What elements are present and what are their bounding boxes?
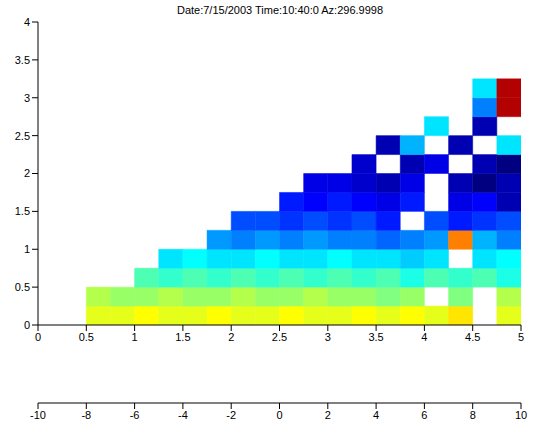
svg-text:1.5: 1.5 <box>175 331 190 343</box>
svg-text:10: 10 <box>515 409 527 421</box>
html-text:Date:7/15/2003 Time:10:40:0 Az: Date:7/15/2003 Time:10:40:0 Az:296.9998 <box>176 4 383 16</box>
svg-text:-4: -4 <box>178 409 188 421</box>
svg-text:2: 2 <box>24 167 30 179</box>
svg-text:-8: -8 <box>81 409 91 421</box>
svg-text:-2: -2 <box>226 409 236 421</box>
svg-text:4: 4 <box>24 16 30 28</box>
svg-text:0: 0 <box>24 319 30 331</box>
svg-text:8: 8 <box>470 409 476 421</box>
svg-text:0.5: 0.5 <box>15 281 30 293</box>
svg-text:4: 4 <box>373 409 379 421</box>
svg-text:2.5: 2.5 <box>15 130 30 142</box>
svg-text:4: 4 <box>421 331 427 343</box>
svg-text:3.5: 3.5 <box>368 331 383 343</box>
svg-text:1.5: 1.5 <box>15 205 30 217</box>
svg-text:1: 1 <box>132 331 138 343</box>
svg-text:3: 3 <box>24 92 30 104</box>
svg-text:0: 0 <box>276 409 282 421</box>
svg-text:2: 2 <box>228 331 234 343</box>
svg-text:1: 1 <box>24 243 30 255</box>
svg-text:2: 2 <box>325 409 331 421</box>
svg-text:4.5: 4.5 <box>465 331 480 343</box>
svg-text:6: 6 <box>421 409 427 421</box>
svg-text:2.5: 2.5 <box>272 331 287 343</box>
svg-text:-6: -6 <box>130 409 140 421</box>
svg-text:5: 5 <box>518 331 524 343</box>
svg-text:0: 0 <box>35 331 41 343</box>
svg-text:-10: -10 <box>30 409 46 421</box>
svg-text:3: 3 <box>325 331 331 343</box>
svg-text:0.5: 0.5 <box>79 331 94 343</box>
svg-text:3.5: 3.5 <box>15 54 30 66</box>
